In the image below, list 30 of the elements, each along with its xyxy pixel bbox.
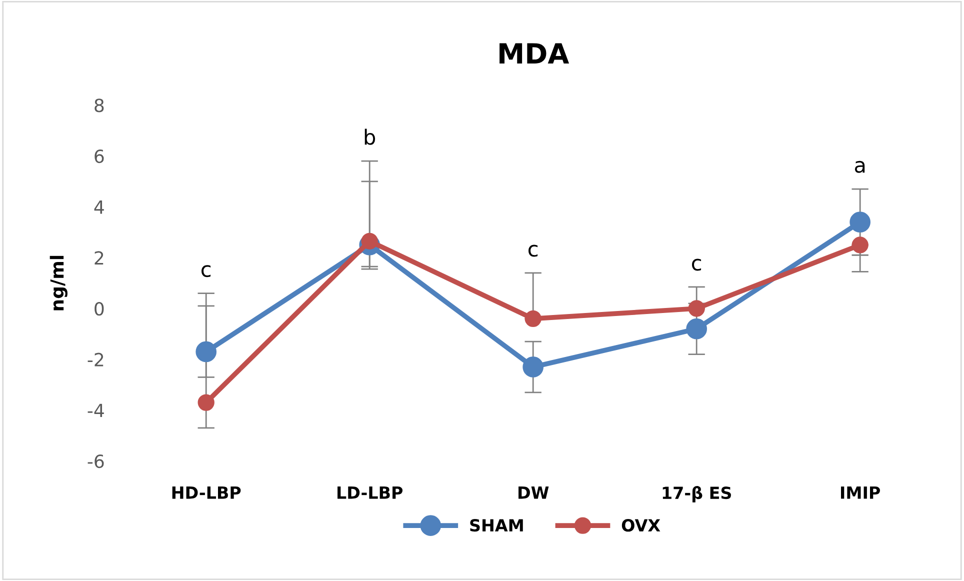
x-tick-label: HD-LBP [172, 486, 241, 499]
y-tick-label: 8 [94, 98, 104, 112]
y-tick-label: 2 [94, 251, 104, 265]
x-tick-label: DW [518, 486, 549, 499]
y-tick-label: -6 [88, 454, 104, 468]
legend-label: OVX [622, 519, 660, 532]
point [198, 394, 214, 411]
legend-label: SHAM [470, 519, 523, 532]
x-tick-label: LD-LBP [338, 486, 403, 499]
point [524, 310, 542, 328]
y-tick-label: -4 [88, 404, 104, 418]
x-tick-label: 17-β ES [662, 486, 731, 502]
annotation: b [364, 128, 376, 145]
y-tick-label: 6 [94, 149, 104, 164]
annotation: a [854, 160, 865, 173]
point [686, 318, 708, 340]
point [522, 356, 544, 378]
y-axis-title: ng/ml [50, 256, 68, 310]
annotation: c [202, 265, 211, 278]
annotation: c [692, 258, 702, 271]
y-tick-label: 0 [94, 302, 104, 316]
point [688, 300, 705, 317]
y-tick-label: -2 [88, 352, 104, 366]
x-tick-label: IMIP [841, 486, 880, 499]
point [850, 212, 870, 233]
chart-title: MDA [500, 43, 570, 64]
point [196, 341, 217, 362]
y-tick-label: 4 [94, 200, 104, 214]
annotation: c [528, 244, 538, 257]
point [852, 236, 868, 254]
